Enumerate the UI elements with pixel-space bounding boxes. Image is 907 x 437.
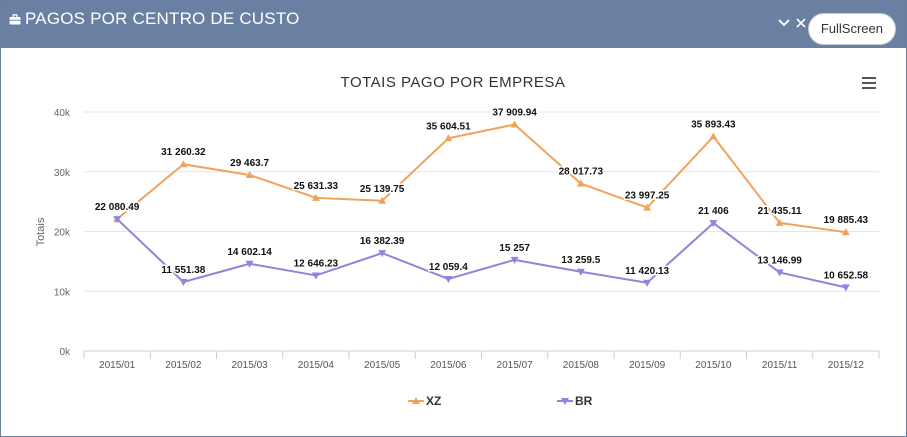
y-tick-label: 20k	[54, 228, 71, 239]
x-tick-label: 2015/09	[629, 360, 666, 371]
data-point-br[interactable]	[245, 260, 254, 268]
data-point-br[interactable]	[775, 269, 784, 277]
x-tick-label: 2015/04	[298, 360, 335, 371]
data-point-br[interactable]	[510, 256, 519, 264]
data-label-xz: 35 604.51	[426, 121, 471, 132]
data-point-br[interactable]	[841, 284, 850, 292]
data-point-xz[interactable]	[179, 160, 188, 168]
data-label-br: 16 382.39	[360, 236, 405, 247]
data-point-br[interactable]	[576, 268, 585, 276]
data-point-xz[interactable]	[576, 179, 585, 187]
legend-label-xz[interactable]: XZ	[426, 394, 441, 408]
data-point-xz[interactable]	[444, 134, 453, 142]
y-axis-title: Totais	[35, 217, 47, 246]
hamburger-menu-icon[interactable]	[862, 77, 876, 89]
data-label-br: 10 652.58	[824, 270, 869, 281]
data-point-xz[interactable]	[775, 218, 784, 226]
data-label-xz: 22 080.49	[95, 202, 140, 213]
data-label-br: 13 259.5	[561, 255, 600, 266]
data-point-xz[interactable]	[643, 203, 652, 211]
data-label-xz: 37 909.94	[492, 107, 537, 118]
x-tick-label: 2015/08	[563, 360, 600, 371]
x-tick-label: 2015/05	[364, 360, 401, 371]
x-tick-label: 2015/02	[165, 360, 202, 371]
x-tick-label: 2015/03	[232, 360, 269, 371]
fullscreen-button[interactable]: FullScreen	[807, 13, 896, 45]
x-tick-label: 2015/01	[99, 360, 136, 371]
data-label-br: 11 420.13	[625, 266, 669, 277]
data-label-br: 11 551.38	[161, 265, 205, 276]
data-point-br[interactable]	[444, 275, 453, 283]
data-point-xz[interactable]	[245, 170, 254, 178]
panel-title: PAGOS POR CENTRO DE CUSTO	[9, 9, 300, 29]
data-point-br[interactable]	[311, 272, 320, 280]
chart-title: TOTAIS PAGO POR EMPRESA	[341, 74, 566, 91]
data-label-br: 12 059.4	[429, 262, 468, 273]
y-tick-label: 30k	[54, 168, 71, 179]
panel-title-text: PAGOS POR CENTRO DE CUSTO	[25, 9, 300, 28]
data-label-xz: 23 997.25	[625, 191, 670, 202]
data-label-br: 15 257	[499, 243, 530, 254]
data-label-br: 21 406	[698, 206, 729, 217]
data-label-br: 13 146.99	[757, 255, 802, 266]
chevron-down-icon[interactable]	[778, 18, 790, 28]
legend-label-br[interactable]: BR	[575, 394, 593, 408]
close-icon[interactable]	[796, 18, 806, 28]
legend-marker-xz[interactable]	[412, 397, 420, 404]
x-tick-label: 2015/11	[762, 360, 798, 371]
data-label-br: 14 602.14	[227, 247, 272, 258]
data-label-xz: 35 893.43	[691, 120, 736, 131]
x-tick-label: 2015/12	[828, 360, 865, 371]
y-tick-label: 0k	[59, 347, 71, 358]
y-tick-label: 10k	[54, 287, 71, 298]
data-label-xz: 25 631.33	[294, 181, 339, 192]
y-tick-label: 40k	[54, 108, 71, 119]
data-label-xz: 21 435.11	[758, 206, 802, 217]
x-tick-label: 2015/07	[497, 360, 534, 371]
data-label-xz: 29 463.7	[230, 158, 269, 169]
data-point-br[interactable]	[709, 220, 718, 228]
data-point-br[interactable]	[378, 250, 387, 258]
x-tick-label: 2015/06	[430, 360, 467, 371]
data-point-xz[interactable]	[378, 196, 387, 204]
data-point-xz[interactable]	[709, 132, 718, 140]
data-label-xz: 25 139.75	[360, 184, 405, 195]
legend-marker-br[interactable]	[561, 398, 569, 405]
data-label-xz: 31 260.32	[161, 147, 206, 158]
data-point-br[interactable]	[113, 216, 122, 224]
data-label-xz: 28 017.73	[559, 167, 604, 178]
briefcase-icon	[9, 13, 21, 24]
data-label-xz: 19 885.43	[824, 215, 869, 226]
data-point-xz[interactable]	[311, 193, 320, 201]
x-tick-label: 2015/10	[695, 360, 732, 371]
data-point-xz[interactable]	[510, 120, 519, 128]
data-label-br: 12 646.23	[294, 258, 339, 269]
data-point-br[interactable]	[179, 278, 188, 286]
series-line-br	[116, 218, 847, 289]
data-point-br[interactable]	[643, 279, 652, 287]
panel-header: PAGOS POR CENTRO DE CUSTO FullScreen	[1, 1, 906, 48]
series-line-xz	[116, 123, 847, 234]
data-point-xz[interactable]	[841, 228, 850, 236]
